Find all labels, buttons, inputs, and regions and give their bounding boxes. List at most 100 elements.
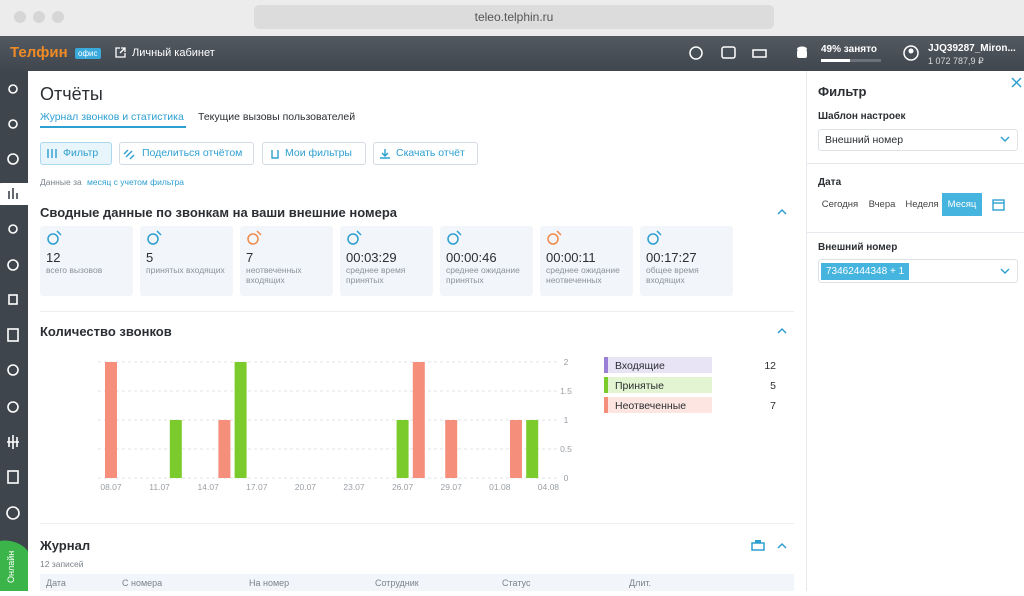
window-button[interactable] xyxy=(33,11,45,23)
tab[interactable]: Текущие вызовы пользователей xyxy=(198,111,356,123)
column-header[interactable]: Длит. xyxy=(629,578,651,588)
column-header[interactable]: На номер xyxy=(249,578,290,588)
legend-swatch xyxy=(604,377,608,393)
number-chip[interactable]: 73462444348 + 1 xyxy=(821,263,910,280)
column-header[interactable]: Статус xyxy=(502,578,531,588)
my-filters-button[interactable]: Мои фильтры xyxy=(262,142,366,165)
legend-total: 12 xyxy=(764,360,776,372)
download-button[interactable]: Скачать отчёт xyxy=(373,142,478,165)
app-header: Телфин офис Личный кабинет 49% занято JJ… xyxy=(0,36,1024,71)
status-badge[interactable]: Онлайн xyxy=(6,550,16,583)
card-label: неотвеченных входящих xyxy=(246,265,302,285)
user-icon[interactable] xyxy=(903,45,919,61)
usage-fill xyxy=(821,59,851,62)
divider xyxy=(806,163,1024,164)
header-icons[interactable] xyxy=(688,45,778,61)
summary-card: 5 принятых входящих xyxy=(140,226,233,296)
bar xyxy=(234,362,247,478)
card-value: 5 xyxy=(146,250,154,265)
chart-title: Количество звонков xyxy=(40,324,172,339)
y-tick-label: 1.5 xyxy=(560,386,572,396)
legend-total: 7 xyxy=(770,400,776,412)
user-name[interactable]: JJQ39287_Miron... xyxy=(928,43,1016,54)
journal-icons[interactable] xyxy=(751,539,791,553)
template-select[interactable]: Внешний номер xyxy=(818,129,1018,151)
bar xyxy=(510,420,522,478)
date-option[interactable]: Месяц xyxy=(942,193,982,216)
summary-card: 12 всего вызовов xyxy=(40,226,133,296)
bar xyxy=(105,362,117,478)
divider xyxy=(806,232,1024,233)
legend-bg xyxy=(604,397,712,413)
divider xyxy=(40,311,794,312)
legend-label: Неотвеченные xyxy=(615,400,686,412)
bar xyxy=(218,420,231,478)
filter-panel xyxy=(806,71,1024,591)
usage-track xyxy=(821,59,881,62)
column-header[interactable]: Сотрудник xyxy=(375,578,419,588)
card-label: среднее ожидание неотвеченных xyxy=(546,265,620,285)
card-value: 00:00:46 xyxy=(446,250,497,265)
legend-swatch xyxy=(604,397,608,413)
collapse-icon[interactable] xyxy=(776,327,788,335)
usage-text: 49% занято xyxy=(821,44,877,55)
bar xyxy=(526,420,539,478)
window-button[interactable] xyxy=(14,11,26,23)
tab-underline xyxy=(40,126,186,128)
summary-card: 00:03:29 среднее время принятых xyxy=(340,226,433,296)
x-tick-label: 23.07 xyxy=(343,482,365,492)
x-tick-label: 20.07 xyxy=(295,482,317,492)
card-icon xyxy=(447,230,462,245)
column-header[interactable]: С номера xyxy=(122,578,163,588)
card-value: 00:03:29 xyxy=(346,250,397,265)
date-option[interactable]: Сегодня xyxy=(821,199,859,210)
card-label: всего вызовов xyxy=(46,265,103,275)
tab[interactable]: Журнал звонков и статистика xyxy=(40,111,184,123)
card-label: общее время входящих xyxy=(646,265,699,285)
x-tick-label: 29.07 xyxy=(441,482,463,492)
dropdown-icon xyxy=(1000,136,1010,142)
summary-card: 7 неотвеченных входящих xyxy=(240,226,333,296)
period-link[interactable]: месяц с учетом фильтра xyxy=(87,177,184,187)
logo[interactable]: Телфин xyxy=(10,44,68,61)
logo-badge: офис xyxy=(75,48,101,59)
dropdown-icon xyxy=(1000,268,1010,274)
address-bar[interactable]: teleo.telphin.ru xyxy=(254,5,774,29)
summary-card: 00:00:46 среднее ожидание принятых xyxy=(440,226,533,296)
divider xyxy=(40,523,794,524)
legend-total: 5 xyxy=(770,380,776,392)
card-label: принятых входящих xyxy=(146,265,225,275)
collapse-icon[interactable] xyxy=(776,208,788,216)
close-icon[interactable] xyxy=(1011,77,1022,88)
y-tick-label: 2 xyxy=(564,357,569,367)
column-header[interactable]: Дата xyxy=(46,578,66,588)
card-icon xyxy=(347,230,362,245)
summary-card: 00:00:11 среднее ожидание неотвеченных xyxy=(540,226,633,296)
card-value: 12 xyxy=(46,250,61,265)
date-option[interactable]: Вчера xyxy=(868,199,896,210)
legend-label: Принятые xyxy=(615,380,664,392)
bar xyxy=(396,420,409,478)
cabinet-link[interactable]: Личный кабинет xyxy=(132,47,215,59)
y-tick-label: 0 xyxy=(564,473,569,483)
field-label: Дата xyxy=(818,177,842,188)
bar xyxy=(412,362,425,478)
date-option[interactable]: Неделя xyxy=(905,199,939,210)
sidebar-icons[interactable] xyxy=(0,71,28,591)
x-tick-label: 14.07 xyxy=(198,482,220,492)
x-tick-label: 26.07 xyxy=(392,482,414,492)
legend-bg xyxy=(604,357,712,373)
number-select[interactable] xyxy=(818,259,1018,283)
x-tick-label: 17.07 xyxy=(246,482,268,492)
page-title: Отчёты xyxy=(40,84,103,104)
legend-label: Входящие xyxy=(615,360,665,372)
share-button[interactable]: Поделиться отчётом xyxy=(119,142,254,165)
button-icons xyxy=(47,149,390,160)
window-button[interactable] xyxy=(52,11,64,23)
card-icon xyxy=(147,230,162,245)
filter-button[interactable]: Фильтр xyxy=(40,142,112,165)
calendar-icon[interactable] xyxy=(992,198,1006,211)
table-header xyxy=(40,574,794,591)
